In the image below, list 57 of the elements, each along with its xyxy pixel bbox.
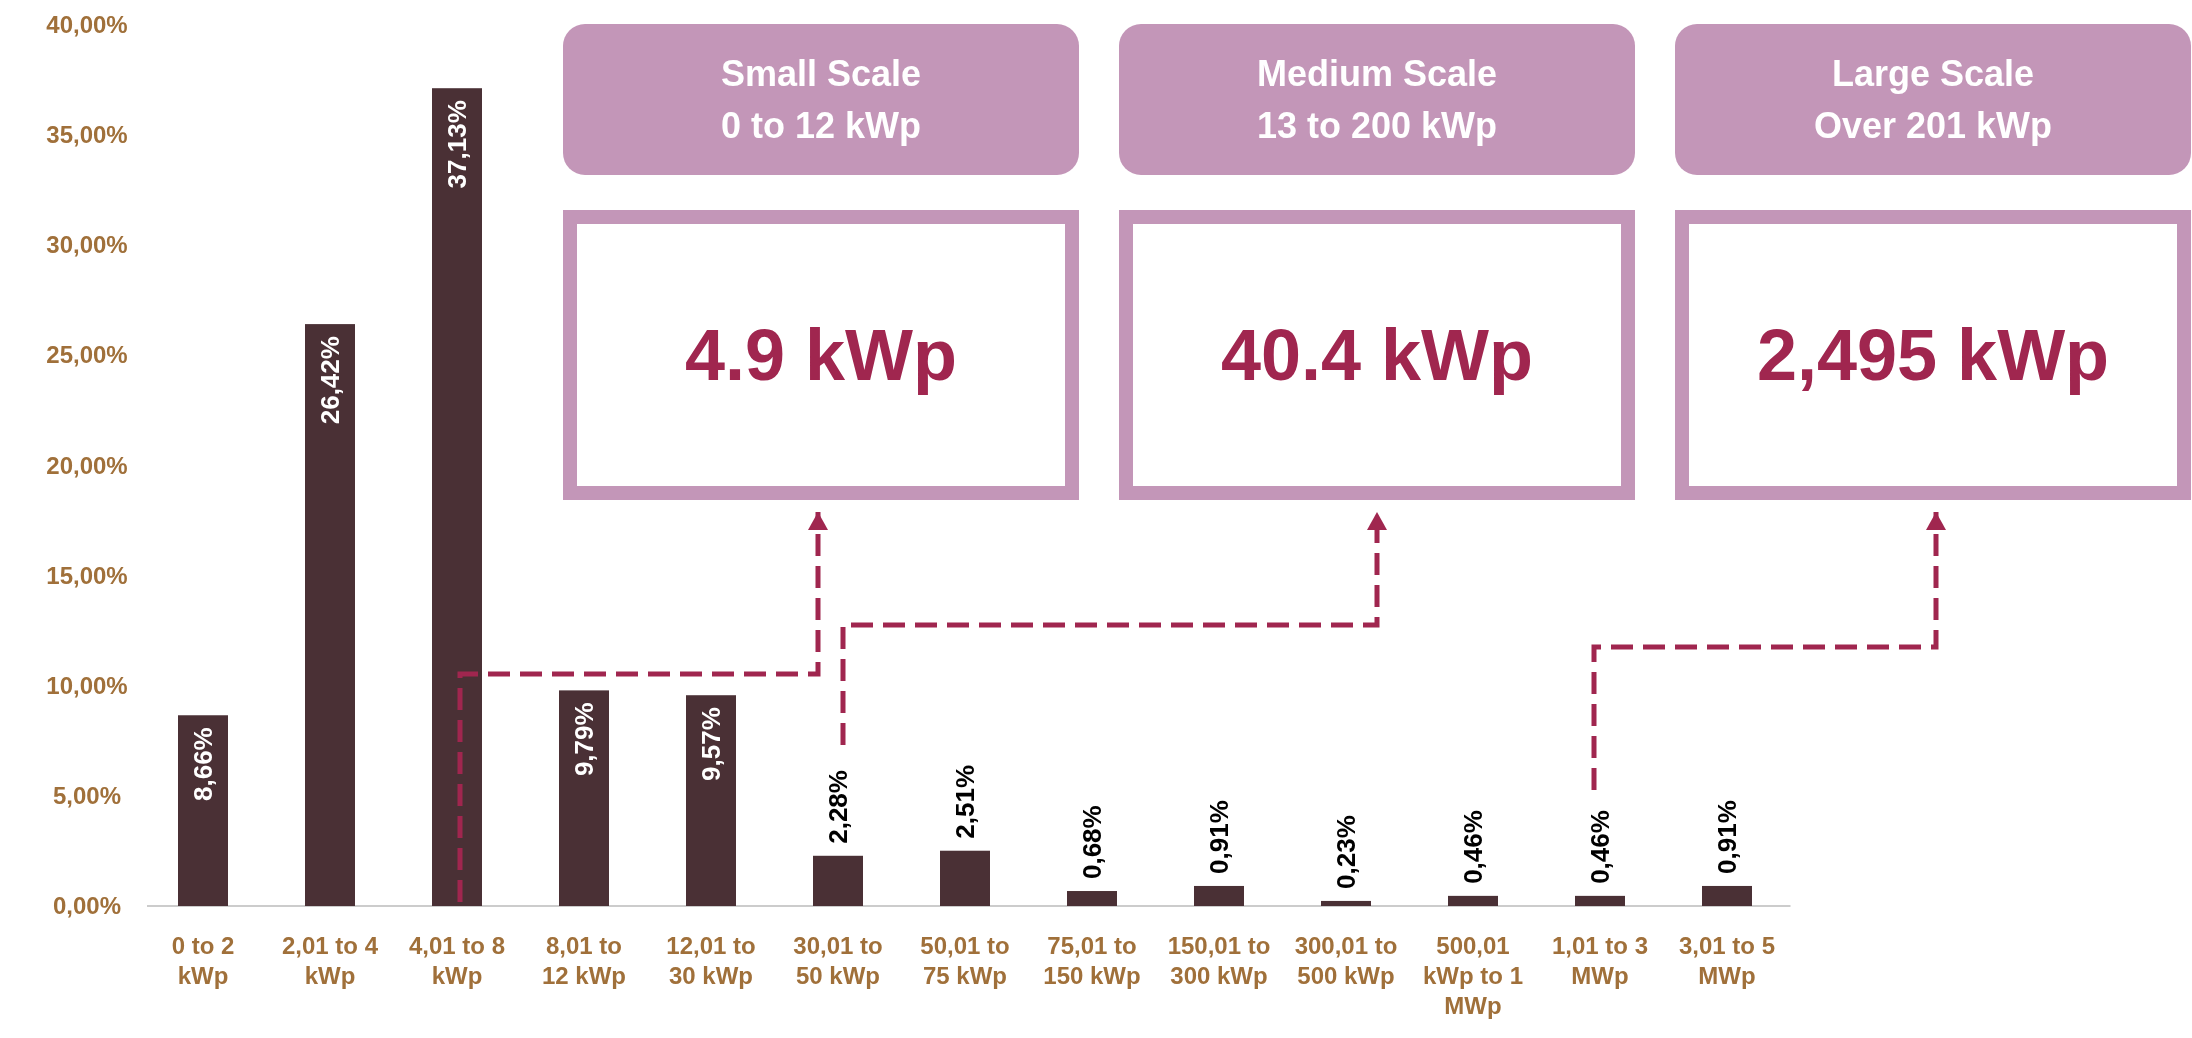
text: Over 201 kWp: [1813, 105, 2053, 146]
y-tick-label: 35,00%: [46, 121, 128, 149]
x-tick-label: 50,01 to 75 kWp: [920, 932, 1010, 989]
bar: [1448, 895, 1498, 906]
bar: [1702, 885, 1752, 906]
y-tick-label: 5,00%: [52, 781, 122, 809]
x-tick-label: 300,01 to 500 kWp: [1294, 932, 1398, 989]
y-tick-label: 40,00%: [46, 11, 128, 38]
bar: [940, 850, 990, 906]
y-tick-label: 0,00%: [52, 892, 122, 919]
data-label: 9,79%: [569, 702, 599, 777]
bar: [559, 690, 609, 906]
data-label: 0,46%: [1585, 810, 1615, 884]
bar: [432, 88, 482, 906]
bar: [1321, 900, 1371, 906]
annotation: 0 to 12 kWp: [720, 105, 922, 146]
y-tick-label: 10,00%: [46, 671, 128, 699]
data-label: 2,28%: [823, 770, 853, 844]
x-tick-label: 12,01 to 30 kWp: [666, 932, 756, 989]
x-tick-label: 30,01 to 50 kWp: [793, 932, 883, 989]
bar: [305, 324, 355, 906]
x-tick-label: 150,01 to 300 kWp: [1167, 932, 1271, 989]
x-tick-label: 1,01 to 3 MWp: [1551, 932, 1649, 989]
y-tick-label: 20,00%: [46, 451, 128, 479]
bar: [813, 855, 863, 906]
data-label: 0,23%: [1331, 815, 1361, 889]
bar: [686, 695, 736, 906]
annotation: 40.4 kWp: [1220, 315, 1534, 395]
bar: [178, 715, 228, 906]
data-label: 37,13%: [442, 100, 472, 189]
x-tick-label: 0 to 2 kWp: [171, 932, 235, 989]
annotation: Medium Scale: [1256, 53, 1498, 94]
annotation: 2,495 kWp: [1756, 315, 2110, 395]
annotation: 13 to 200 kWp: [1256, 105, 1498, 146]
bar: [1067, 891, 1117, 906]
x-tick-label: 75,01 to 150 kWp: [1043, 932, 1141, 989]
x-tick-label: 8,01 to 12 kWp: [541, 932, 627, 989]
data-label: 9,57%: [696, 707, 726, 781]
text: Large Scale: [1831, 53, 2035, 94]
bar: [1194, 885, 1244, 906]
annotation: Small Scale: [720, 53, 922, 94]
data-label: 0,91%: [1204, 800, 1234, 874]
bar: [1575, 895, 1625, 906]
annotation: 4.9 kWp: [684, 315, 958, 395]
x-tick-label: 3,01 to 5 MWp: [1678, 932, 1776, 989]
data-label: 0,68%: [1077, 805, 1107, 880]
x-tick-label: 500,01 kWp to 1 MWp: [1423, 932, 1523, 1019]
y-tick-label: 15,00%: [46, 561, 128, 589]
data-label: 2,51%: [950, 764, 980, 839]
data-label: 26,42%: [315, 336, 345, 425]
data-label: 0,46%: [1458, 810, 1488, 884]
x-tick-label: 2,01 to 4 kWp: [281, 932, 379, 989]
y-tick-label: 25,00%: [46, 341, 128, 369]
data-label: 0,91%: [1712, 800, 1742, 874]
data-label: 8,66%: [188, 727, 218, 801]
x-tick-label: 4,01 to 8 kWp: [408, 932, 506, 989]
y-tick-label: 30,00%: [46, 231, 128, 259]
